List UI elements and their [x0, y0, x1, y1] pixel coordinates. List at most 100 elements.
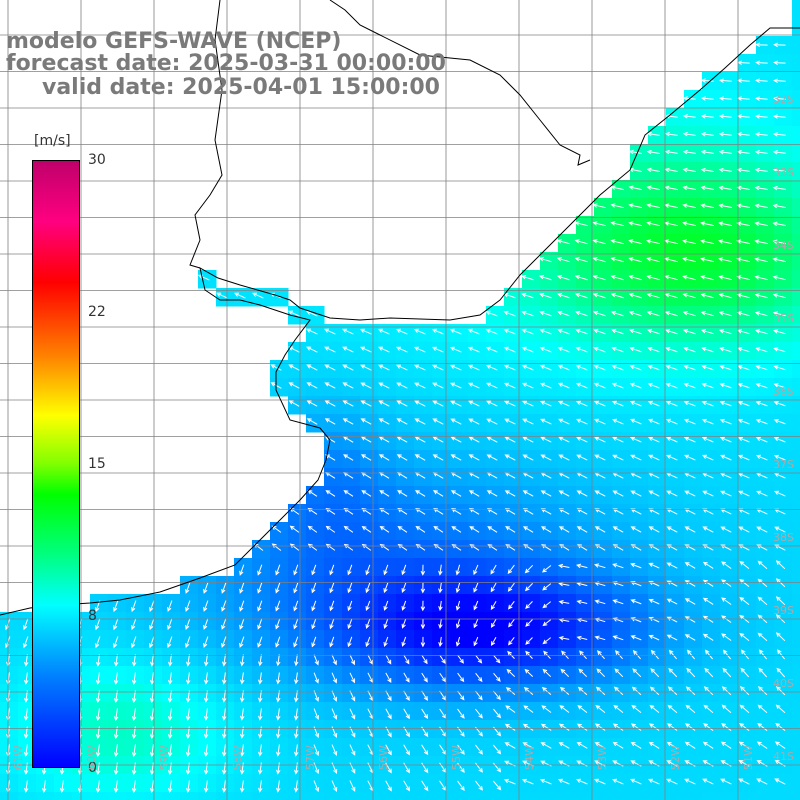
wind-arrow — [331, 708, 338, 720]
wind-arrow — [646, 185, 660, 191]
longitude-label: 59W — [158, 745, 171, 770]
wind-arrow — [185, 708, 191, 721]
wind-arrow — [775, 632, 786, 642]
wind-arrow — [666, 454, 678, 461]
wind-arrow — [95, 618, 101, 631]
wind-arrow — [574, 257, 588, 263]
wind-arrow — [257, 636, 263, 648]
wind-arrow — [684, 562, 696, 569]
wind-arrow — [378, 418, 390, 425]
wind-arrow — [612, 436, 624, 443]
wind-arrow — [665, 436, 678, 443]
wind-arrow — [648, 490, 660, 497]
wind-arrow — [558, 418, 570, 425]
wind-arrow — [378, 364, 390, 371]
wind-arrow — [439, 654, 446, 665]
wind-arrow — [257, 564, 263, 576]
wind-arrow — [307, 525, 318, 533]
wind-arrow — [403, 762, 410, 774]
wind-arrow — [508, 600, 515, 610]
wind-arrow — [721, 633, 732, 641]
wind-arrow — [700, 257, 715, 263]
wind-arrow — [703, 704, 714, 714]
wind-arrow — [258, 762, 263, 775]
field-cell — [792, 702, 800, 721]
wind-arrow — [432, 382, 444, 389]
wind-arrow — [383, 636, 389, 648]
wind-arrow — [365, 636, 371, 648]
wind-arrow — [185, 744, 191, 758]
wind-arrow — [611, 346, 624, 353]
wind-arrow — [775, 704, 786, 714]
wind-arrow — [475, 744, 483, 755]
wind-arrow — [360, 454, 372, 461]
wind-arrow — [718, 203, 732, 208]
wind-arrow — [539, 292, 552, 299]
latitude-label: 40S — [773, 677, 794, 690]
wind-arrow — [718, 149, 732, 155]
wind-arrow — [775, 578, 786, 588]
field-cell — [792, 252, 800, 271]
wind-arrow — [682, 185, 696, 191]
wind-arrow — [204, 780, 209, 793]
wind-arrow — [276, 654, 281, 667]
wind-arrow — [630, 563, 642, 569]
field-cell — [792, 666, 800, 685]
wind-arrow — [683, 454, 696, 461]
wind-arrow — [503, 364, 516, 371]
wind-arrow — [294, 744, 299, 757]
wind-arrow — [343, 490, 354, 497]
wind-arrow — [594, 635, 606, 641]
wind-arrow — [450, 418, 462, 425]
wind-arrow — [685, 704, 696, 714]
wind-arrow — [379, 526, 390, 533]
model-title: modelo GEFS-WAVE (NCEP) — [6, 29, 342, 54]
wind-arrow — [647, 382, 660, 389]
wind-arrow — [167, 744, 173, 758]
field-cell — [324, 792, 343, 800]
wind-arrow — [403, 744, 410, 756]
wind-arrow — [521, 400, 534, 407]
wind-arrow — [521, 346, 534, 353]
wind-arrow — [700, 275, 715, 281]
wind-arrow — [538, 275, 552, 281]
wind-arrow — [294, 654, 299, 667]
field-cell — [792, 468, 800, 487]
wind-arrow — [557, 292, 570, 299]
field-cell — [558, 792, 577, 800]
wind-arrow — [457, 780, 465, 791]
wind-arrow — [755, 436, 768, 443]
wind-arrow — [168, 654, 173, 667]
wind-arrow — [664, 185, 678, 191]
wind-arrow — [433, 543, 444, 551]
wind-arrow — [684, 598, 696, 605]
wind-arrow — [415, 526, 426, 533]
wind-arrow — [575, 310, 588, 317]
wind-arrow — [648, 526, 660, 533]
wind-arrow — [666, 526, 678, 533]
wind-arrow — [718, 311, 732, 317]
wind-arrow — [150, 672, 155, 685]
field-cell — [792, 180, 800, 199]
wind-vector-arrows — [5, 42, 786, 794]
field-cell — [792, 414, 800, 433]
longitude-label: 56W — [377, 745, 390, 770]
wind-arrow — [395, 364, 408, 371]
wind-arrow — [468, 418, 480, 425]
wind-arrow — [682, 114, 696, 119]
wind-arrow — [577, 686, 588, 696]
wind-arrow — [757, 723, 768, 731]
wind-arrow — [233, 292, 246, 299]
wind-arrow — [556, 239, 570, 245]
wind-arrow — [557, 310, 570, 317]
wind-arrow — [449, 346, 462, 353]
wind-arrow — [378, 382, 390, 389]
wind-arrow — [167, 780, 173, 793]
wind-arrow — [431, 346, 444, 353]
wind-arrow — [468, 400, 480, 407]
wind-arrow — [612, 741, 624, 749]
wind-arrow — [702, 490, 714, 497]
wind-arrow — [324, 382, 336, 389]
wind-arrow — [113, 672, 119, 685]
wind-arrow — [455, 636, 461, 647]
